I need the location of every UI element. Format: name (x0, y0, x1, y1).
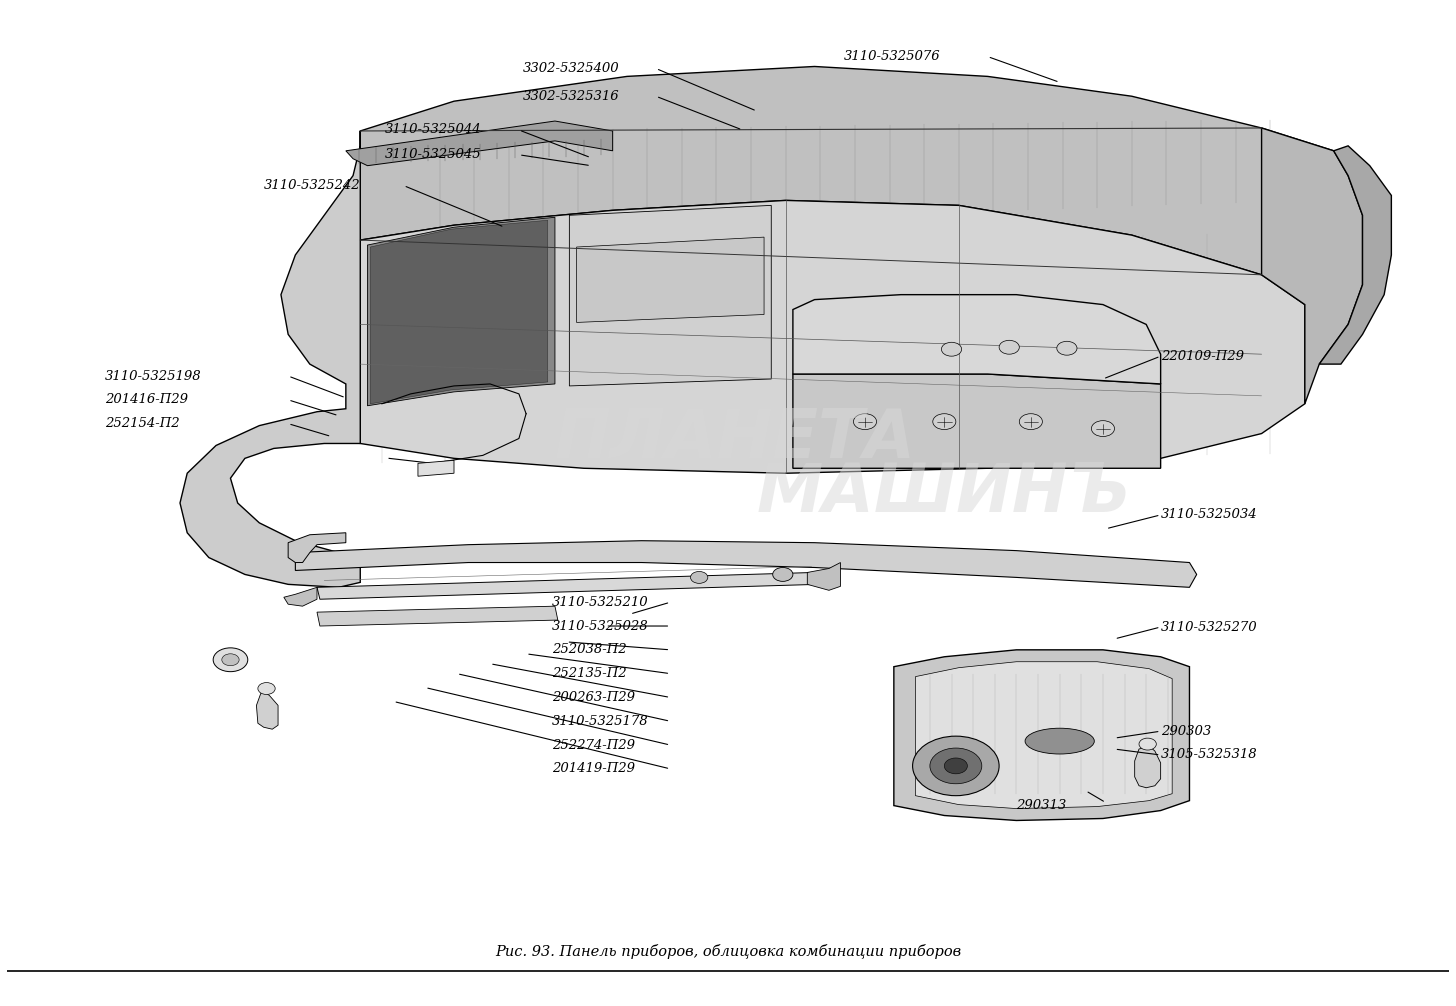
Circle shape (942, 342, 961, 356)
Text: ПЛАНЕТА: ПЛАНЕТА (555, 405, 916, 472)
Text: 201416-П29: 201416-П29 (105, 393, 188, 406)
Text: 3110-5325044: 3110-5325044 (384, 124, 482, 137)
Polygon shape (370, 220, 547, 403)
Polygon shape (284, 588, 317, 607)
Polygon shape (794, 374, 1160, 468)
Polygon shape (1134, 746, 1160, 788)
Text: 3110-5325242: 3110-5325242 (264, 179, 360, 192)
Text: 252038-П2: 252038-П2 (552, 643, 626, 656)
Text: 200263-П29: 200263-П29 (552, 691, 635, 704)
Circle shape (1019, 413, 1042, 430)
Text: 220109-П29: 220109-П29 (1160, 350, 1243, 363)
Circle shape (1057, 341, 1077, 355)
Polygon shape (360, 200, 1305, 473)
Text: 3110-5325045: 3110-5325045 (384, 148, 482, 161)
Circle shape (999, 340, 1019, 354)
Polygon shape (296, 540, 1197, 588)
Polygon shape (360, 66, 1348, 275)
Circle shape (1139, 738, 1156, 750)
Text: 3302-5325316: 3302-5325316 (523, 90, 620, 103)
Text: 3110-5325210: 3110-5325210 (552, 596, 649, 609)
Polygon shape (916, 662, 1172, 809)
Polygon shape (288, 533, 347, 562)
Polygon shape (1261, 128, 1363, 403)
Circle shape (853, 413, 877, 430)
Text: 3110-5325178: 3110-5325178 (552, 715, 649, 727)
Circle shape (930, 748, 981, 784)
Circle shape (1092, 421, 1114, 437)
Text: 3110-5325198: 3110-5325198 (105, 369, 201, 382)
Polygon shape (347, 121, 613, 166)
Text: 3110-5325034: 3110-5325034 (1160, 508, 1258, 521)
Text: 3110-5325028: 3110-5325028 (552, 620, 649, 633)
Text: 3302-5325400: 3302-5325400 (523, 62, 620, 75)
Polygon shape (317, 607, 558, 626)
Text: 252154-П2: 252154-П2 (105, 417, 179, 431)
Polygon shape (807, 562, 840, 591)
Polygon shape (317, 572, 817, 600)
Text: 3105-5325318: 3105-5325318 (1160, 748, 1258, 762)
Polygon shape (894, 650, 1190, 821)
Text: 3110-5325076: 3110-5325076 (843, 50, 941, 63)
Text: 3110-5325270: 3110-5325270 (1160, 621, 1258, 634)
Text: 252274-П29: 252274-П29 (552, 738, 635, 751)
Circle shape (945, 758, 967, 774)
Circle shape (933, 413, 955, 430)
Text: Рис. 93. Панель приборов, облицовка комбинации приборов: Рис. 93. Панель приборов, облицовка комб… (495, 945, 961, 960)
Circle shape (258, 683, 275, 694)
Polygon shape (577, 237, 764, 323)
Circle shape (913, 736, 999, 796)
Polygon shape (569, 205, 772, 386)
Polygon shape (256, 691, 278, 729)
Circle shape (213, 648, 248, 672)
Polygon shape (418, 461, 454, 476)
Polygon shape (367, 217, 555, 405)
Circle shape (221, 654, 239, 666)
Polygon shape (181, 131, 360, 588)
Text: 252135-П2: 252135-П2 (552, 667, 626, 680)
Polygon shape (1319, 146, 1392, 364)
Text: 201419-П29: 201419-П29 (552, 763, 635, 776)
Circle shape (690, 571, 708, 583)
Ellipse shape (1025, 728, 1095, 754)
Circle shape (773, 567, 794, 581)
Polygon shape (794, 295, 1160, 384)
Text: 290313: 290313 (1016, 799, 1067, 812)
Text: 290303: 290303 (1160, 724, 1211, 737)
Text: МАШИНЪ: МАШИНЪ (757, 460, 1131, 526)
